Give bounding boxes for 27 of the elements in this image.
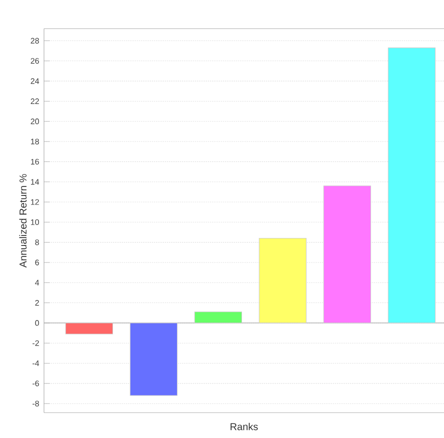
y-tick-label: 16 [31, 158, 39, 165]
y-tick-label: 24 [30, 78, 40, 84]
y-tick-label: 20 [30, 118, 39, 124]
bar [258, 238, 307, 324]
y-tick-label: 4 [35, 280, 40, 286]
y-tick-label: 2 [35, 300, 39, 306]
y-tick-label: 26 [30, 58, 39, 64]
y-tick-label: -2 [32, 340, 39, 346]
y-tick-label: 12 [31, 199, 39, 205]
y-axis-title: Annualized Return % [19, 174, 27, 268]
y-tick-label: 8 [35, 239, 39, 246]
y-tick-label: 18 [31, 138, 39, 144]
bar [65, 322, 113, 334]
y-tick-label: -6 [32, 380, 39, 386]
y-tick-label: 28 [30, 38, 39, 44]
bar [130, 322, 178, 396]
y-tick-label: -4 [32, 360, 40, 366]
bar [194, 312, 242, 324]
y-tick-label: 0 [35, 320, 39, 326]
bar [388, 48, 436, 324]
y-tick-label: -8 [32, 400, 39, 406]
y-tick-label: 22 [30, 98, 39, 104]
x-axis-title: Ranks [230, 422, 258, 430]
bar [323, 186, 372, 324]
y-tick-label: 14 [31, 179, 40, 185]
y-tick-label: 10 [31, 219, 39, 226]
y-tick-label: 6 [35, 260, 39, 266]
